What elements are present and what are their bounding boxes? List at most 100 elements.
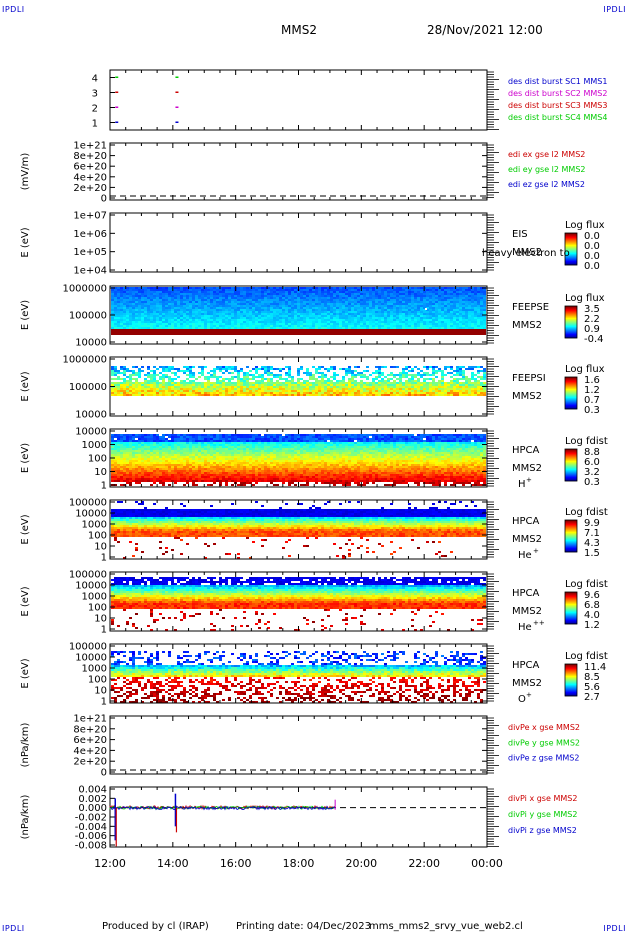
spectrogram-cell <box>171 331 174 333</box>
datetime-title: 28/Nov/2021 12:00 <box>427 23 543 37</box>
spectrogram-cell <box>156 329 159 331</box>
spectrogram-cell <box>345 392 348 394</box>
spectrogram-cell <box>438 311 441 313</box>
spectrogram-cell <box>255 370 258 372</box>
spectrogram-cell <box>324 289 327 291</box>
spectrogram-cell <box>162 303 165 305</box>
spectrogram-cell <box>228 295 231 297</box>
spectrogram-cell <box>258 329 261 331</box>
spectrogram-cell <box>243 309 246 311</box>
colorbar-swatch <box>565 247 577 249</box>
spectrogram-cell <box>123 311 126 313</box>
spectrogram-cell <box>396 333 399 335</box>
spectrogram-cell <box>246 331 249 333</box>
spectrogram-cell <box>411 321 414 323</box>
spectrogram-cell <box>399 321 402 323</box>
spectrogram-cell <box>444 386 447 388</box>
spectrogram-cell <box>276 388 279 390</box>
spectrogram-cell <box>216 319 219 321</box>
spectrogram-cell <box>276 307 279 309</box>
spectrogram-cell <box>309 374 312 376</box>
spectrogram-cell <box>183 319 186 321</box>
spectrogram-cell <box>366 378 369 380</box>
spectrogram-cell <box>363 291 366 293</box>
spectrogram-cell <box>177 309 180 311</box>
spectrogram-cell <box>432 307 435 309</box>
spectrogram-cell <box>471 287 474 289</box>
spectrogram-cell <box>348 289 351 291</box>
colorbar-title: Log flux <box>565 220 605 231</box>
spectrogram-cell <box>363 295 366 297</box>
spectrogram-cell <box>258 291 261 293</box>
spectrogram-cell <box>372 333 375 335</box>
spectrogram-cell <box>390 309 393 311</box>
spectrogram-cell <box>288 329 291 331</box>
spectrogram-cell <box>456 291 459 293</box>
spectrogram-cell <box>135 287 138 289</box>
spectrogram-cell <box>237 317 240 319</box>
spectrogram-cell <box>315 368 318 370</box>
spectrogram-cell <box>279 297 282 299</box>
spectrogram-cell <box>294 315 297 317</box>
spectrogram-cell <box>447 319 450 321</box>
y-tick-label: 10000 <box>75 410 107 421</box>
spectrogram-cell <box>294 311 297 313</box>
spectrogram-cell <box>399 376 402 378</box>
spectrogram-cell <box>453 321 456 323</box>
spectrogram-cell <box>162 368 165 370</box>
spectrogram-cell <box>405 388 408 390</box>
spectrogram-cell <box>468 321 471 323</box>
spectrogram-cell <box>231 384 234 386</box>
spectrogram-cell <box>471 313 474 315</box>
spectrogram-cell <box>258 323 261 325</box>
spectrogram-cell <box>411 394 414 396</box>
colorbar-swatch <box>565 323 577 325</box>
spectrogram-cell <box>132 384 135 386</box>
spectrogram-cell <box>384 309 387 311</box>
spectrogram-cell <box>387 327 390 329</box>
spectrogram-cell <box>114 327 117 329</box>
spectrogram-cell <box>414 305 417 307</box>
spectrogram-cell <box>264 388 267 390</box>
spectrogram-cell <box>267 386 270 388</box>
spectrogram-cell <box>345 374 348 376</box>
spectrogram-cell <box>174 325 177 327</box>
spectrogram-cell <box>177 394 180 396</box>
spectrogram-cell <box>132 327 135 329</box>
spectrogram-cell <box>366 333 369 335</box>
spectrogram-cell <box>159 372 162 374</box>
spectrogram-cell <box>459 390 462 392</box>
spectrogram-cell <box>360 325 363 327</box>
spectrogram-cell <box>288 287 291 289</box>
spectrogram-cell <box>219 301 222 303</box>
spectrogram-cell <box>417 301 420 303</box>
spectrogram-cell <box>393 307 396 309</box>
spectrogram-cell <box>123 388 126 390</box>
spectrogram-cell <box>165 384 168 386</box>
spectrogram-cell <box>114 390 117 392</box>
spectrogram-cell <box>144 327 147 329</box>
spectrogram-cell <box>117 333 120 335</box>
spectrogram-cell <box>222 301 225 303</box>
spectrogram-cell <box>135 327 138 329</box>
spectrogram-cell <box>354 384 357 386</box>
spectrogram-cell <box>174 333 177 335</box>
colorbar-swatch <box>565 379 577 381</box>
spectrogram-cell <box>123 317 126 319</box>
spectrogram-cell <box>147 394 150 396</box>
spectrogram-cell <box>207 376 210 378</box>
spectrogram-cell <box>129 299 132 301</box>
spectrogram-cell <box>195 305 198 307</box>
spectrogram-cell <box>285 311 288 313</box>
spectrogram-cell <box>309 333 312 335</box>
colorbar-swatch <box>565 250 577 252</box>
spectrogram-cell <box>225 319 228 321</box>
spectrogram-cell <box>132 291 135 293</box>
spectrogram-cell <box>390 327 393 329</box>
spectrogram-cell <box>165 311 168 313</box>
spectrogram-cell <box>171 327 174 329</box>
spectrogram-cell <box>147 325 150 327</box>
spectrogram-cell <box>213 299 216 301</box>
spectrogram-cell <box>252 378 255 380</box>
spectrogram-cell <box>480 331 483 333</box>
